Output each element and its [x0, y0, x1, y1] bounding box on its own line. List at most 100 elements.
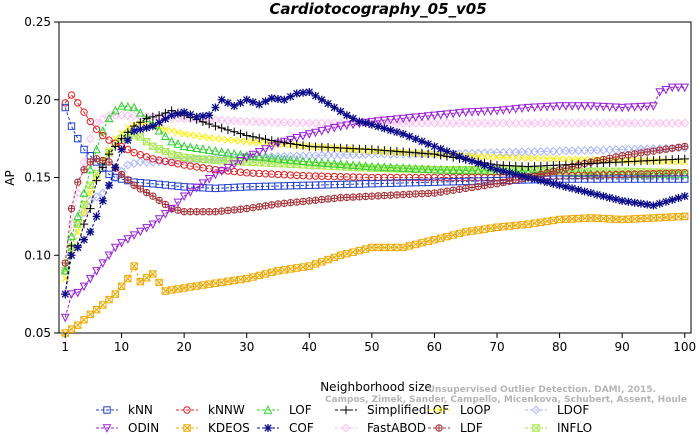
data-point-fastabod [323, 118, 333, 128]
data-point-fastabod [486, 118, 496, 128]
legend-label-fastabod: FastABOD [367, 421, 426, 434]
series-kdeos [61, 212, 689, 337]
data-point-ldf [180, 208, 188, 216]
data-point-knn [80, 145, 88, 154]
data-point-kdeos [236, 275, 245, 284]
data-point-ldof [373, 149, 383, 159]
data-point-ldof [198, 154, 208, 164]
data-point-kdeos [130, 262, 138, 270]
data-point-ldf [674, 143, 683, 151]
data-point-cof [255, 100, 264, 109]
data-point-ldof [498, 147, 508, 157]
data-point-ldf [624, 151, 633, 159]
data-point-odin [179, 192, 189, 202]
data-point-ldf [80, 166, 88, 174]
data-point-fastabod [461, 118, 471, 128]
data-point-kdeos [537, 218, 545, 226]
data-point-fastabod [448, 118, 458, 128]
data-point-cof [230, 101, 239, 110]
data-point-simplifiedlof [86, 204, 95, 213]
data-point-lof [273, 153, 283, 163]
data-point-cof [217, 95, 226, 104]
data-point-cof [442, 147, 451, 156]
data-point-kdeos [136, 277, 145, 286]
data-point-fastabod [598, 118, 608, 128]
data-point-cof [299, 88, 308, 97]
data-point-odin [598, 102, 608, 112]
data-point-fastabod [79, 157, 89, 167]
data-point-loop [549, 155, 557, 163]
data-point-lof [448, 165, 458, 174]
data-point-ldf [468, 183, 476, 192]
data-point-fastabod [248, 117, 258, 127]
data-point-ldof [567, 146, 577, 156]
x-tick-label: 20 [177, 340, 192, 354]
data-point-lof [336, 159, 346, 168]
data-point-lof [73, 211, 83, 221]
data-point-kdeos [399, 243, 407, 252]
data-point-odin [142, 224, 152, 233]
data-point-fastabod [473, 118, 483, 128]
data-point-inflo [148, 142, 158, 151]
data-point-cof [493, 165, 502, 174]
data-point-cof [411, 134, 420, 143]
data-point-ldof [605, 145, 615, 155]
data-point-fastabod [273, 117, 283, 127]
x-tick-label: 10 [114, 340, 129, 354]
data-point-cof [580, 187, 589, 196]
data-point-kdeos [468, 227, 476, 235]
data-point-kdeos [318, 258, 326, 266]
data-point-ldf [74, 178, 82, 186]
series-line-kdeos [64, 215, 685, 334]
data-point-fastabod [680, 118, 690, 128]
data-point-kdeos [217, 278, 226, 287]
data-point-fastabod [311, 118, 321, 128]
data-point-odin [567, 102, 577, 111]
legend-marker-cof [264, 424, 272, 432]
data-point-cof [618, 196, 627, 205]
data-point-ldf [136, 185, 145, 193]
x-tick-label: 30 [239, 340, 254, 354]
data-point-fastabod [673, 118, 683, 128]
data-point-simplifiedlof [204, 119, 214, 129]
data-point-cof [280, 95, 289, 104]
data-point-ldf [480, 181, 489, 190]
legend-entry-lof: LOF [257, 403, 312, 417]
data-point-cof [449, 149, 458, 158]
y-tick-label: 0.25 [24, 15, 51, 29]
data-point-lof [185, 142, 195, 152]
data-point-kdeos [142, 274, 151, 282]
data-point-odin [292, 133, 302, 143]
data-point-simplifiedlof [142, 114, 151, 123]
legend-entry-ldof: LDOF [525, 403, 589, 417]
data-point-ldof [129, 158, 139, 169]
data-point-cof [624, 197, 633, 206]
data-point-lof [129, 102, 139, 112]
data-point-loop [180, 130, 188, 138]
data-point-odin [223, 163, 233, 173]
data-point-cof [668, 195, 677, 204]
data-point-odin [536, 103, 546, 112]
data-point-odin [667, 83, 677, 93]
data-point-fastabod [98, 114, 108, 124]
data-point-odin [129, 231, 139, 240]
data-point-cof [305, 87, 314, 96]
data-point-simplifiedlof [298, 141, 308, 150]
data-point-odin [649, 102, 658, 111]
data-point-simplifiedlof [430, 149, 439, 159]
data-point-lof [173, 139, 183, 148]
legend-marker-odin [102, 424, 112, 433]
data-point-cof [455, 152, 464, 161]
y-tick-label: 0.10 [24, 248, 51, 262]
data-point-kdeos [361, 245, 370, 253]
legend-marker-lof [263, 405, 273, 414]
data-point-kdeos [530, 219, 539, 227]
data-point-ldf [130, 181, 138, 189]
data-point-ldf [643, 148, 651, 156]
legend-entry-knn: kNN [96, 403, 153, 417]
data-point-simplifiedlof [230, 127, 239, 136]
data-point-odin [423, 112, 433, 121]
data-point-kdeos [393, 243, 401, 252]
data-point-odin [655, 88, 665, 97]
legend-label-ldof: LDOF [557, 403, 589, 417]
